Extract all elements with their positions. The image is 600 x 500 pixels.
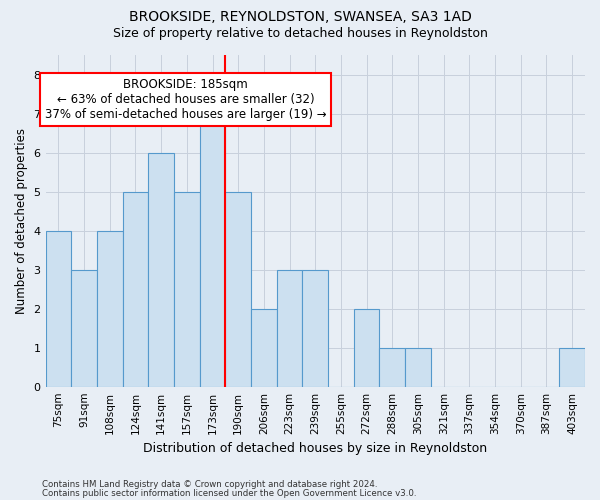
Bar: [379, 348, 405, 387]
Bar: [71, 270, 97, 386]
Bar: [354, 308, 379, 386]
Bar: [559, 348, 585, 387]
Bar: [46, 230, 71, 386]
Bar: [251, 308, 277, 386]
Text: BROOKSIDE: 185sqm
← 63% of detached houses are smaller (32)
37% of semi-detached: BROOKSIDE: 185sqm ← 63% of detached hous…: [45, 78, 326, 121]
Text: Contains HM Land Registry data © Crown copyright and database right 2024.: Contains HM Land Registry data © Crown c…: [42, 480, 377, 489]
Y-axis label: Number of detached properties: Number of detached properties: [15, 128, 28, 314]
Bar: [277, 270, 302, 386]
Text: Contains public sector information licensed under the Open Government Licence v3: Contains public sector information licen…: [42, 488, 416, 498]
Text: Size of property relative to detached houses in Reynoldston: Size of property relative to detached ho…: [113, 28, 487, 40]
Bar: [97, 230, 122, 386]
Text: BROOKSIDE, REYNOLDSTON, SWANSEA, SA3 1AD: BROOKSIDE, REYNOLDSTON, SWANSEA, SA3 1AD: [128, 10, 472, 24]
Bar: [405, 348, 431, 387]
Bar: [302, 270, 328, 386]
Bar: [148, 152, 174, 386]
Bar: [122, 192, 148, 386]
Bar: [226, 192, 251, 386]
X-axis label: Distribution of detached houses by size in Reynoldston: Distribution of detached houses by size …: [143, 442, 487, 455]
Bar: [174, 192, 200, 386]
Bar: [200, 114, 226, 386]
